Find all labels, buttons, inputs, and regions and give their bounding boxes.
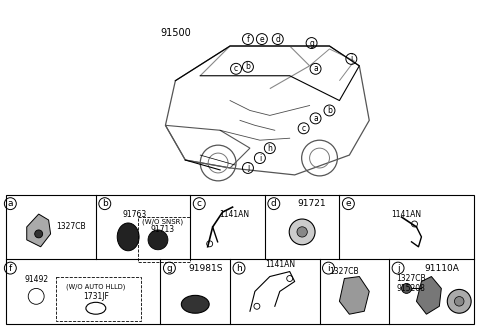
Ellipse shape (117, 223, 139, 251)
Text: 1327CB: 1327CB (57, 222, 86, 232)
Circle shape (28, 288, 44, 304)
Text: 1327CB: 1327CB (329, 267, 359, 276)
Ellipse shape (181, 295, 209, 313)
Text: d: d (276, 35, 280, 43)
Text: (W/O AUTO HLLD): (W/O AUTO HLLD) (66, 283, 126, 290)
Text: e: e (346, 199, 351, 208)
Circle shape (411, 221, 418, 227)
Circle shape (289, 219, 315, 245)
Text: d: d (271, 199, 276, 208)
Text: f: f (247, 35, 249, 43)
Polygon shape (27, 214, 50, 247)
Text: 1731JF: 1731JF (83, 292, 109, 301)
Text: h: h (267, 144, 272, 153)
Text: 1141AN: 1141AN (264, 260, 295, 269)
Text: b: b (327, 106, 332, 115)
Text: b: b (102, 199, 108, 208)
Text: (W/O SNSR): (W/O SNSR) (143, 219, 183, 225)
Text: i: i (327, 264, 330, 273)
Bar (56, 277, 141, 321)
Text: 91500: 91500 (160, 28, 191, 38)
Text: 1141AN: 1141AN (392, 210, 422, 218)
Text: a: a (313, 114, 318, 123)
Circle shape (455, 297, 464, 306)
Text: 91713: 91713 (151, 225, 175, 234)
Text: g: g (309, 39, 314, 47)
Text: 91763: 91763 (123, 210, 147, 218)
Text: 1141AN: 1141AN (220, 210, 250, 218)
Text: i: i (350, 54, 352, 63)
Polygon shape (339, 277, 369, 314)
Bar (6, 195, 474, 324)
Text: f: f (9, 264, 12, 273)
Text: 91492: 91492 (24, 275, 48, 284)
Text: e: e (260, 35, 264, 43)
Circle shape (287, 276, 293, 282)
Circle shape (402, 284, 411, 293)
Text: g: g (167, 264, 172, 273)
Polygon shape (417, 277, 441, 314)
Text: a: a (8, 199, 13, 208)
Bar (138, 217, 190, 262)
Text: 91110A: 91110A (424, 264, 459, 273)
Text: i: i (259, 154, 261, 163)
Text: j: j (247, 164, 249, 172)
Text: c: c (197, 199, 202, 208)
Text: 1327CB: 1327CB (396, 274, 426, 283)
Circle shape (207, 241, 213, 247)
Circle shape (254, 303, 260, 309)
Text: 91981S: 91981S (188, 264, 222, 273)
Circle shape (148, 230, 168, 250)
Text: 91721: 91721 (298, 199, 326, 208)
Text: c: c (234, 64, 238, 73)
Text: j: j (397, 264, 399, 273)
Text: a: a (313, 64, 318, 73)
Circle shape (297, 227, 307, 237)
Circle shape (447, 289, 471, 313)
Circle shape (35, 230, 43, 238)
Text: c: c (301, 124, 306, 133)
Text: h: h (236, 264, 242, 273)
Text: b: b (245, 62, 251, 71)
Text: 915208: 915208 (396, 284, 425, 293)
